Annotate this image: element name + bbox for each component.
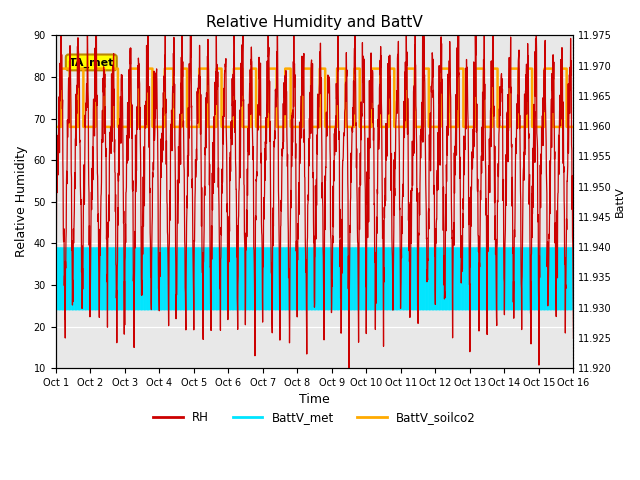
X-axis label: Time: Time [299,394,330,407]
Text: TA_met: TA_met [68,57,114,68]
Y-axis label: Relative Humidity: Relative Humidity [15,146,28,257]
Title: Relative Humidity and BattV: Relative Humidity and BattV [206,15,423,30]
Y-axis label: BattV: BattV [615,186,625,217]
Legend: RH, BattV_met, BattV_soilco2: RH, BattV_met, BattV_soilco2 [148,407,481,429]
